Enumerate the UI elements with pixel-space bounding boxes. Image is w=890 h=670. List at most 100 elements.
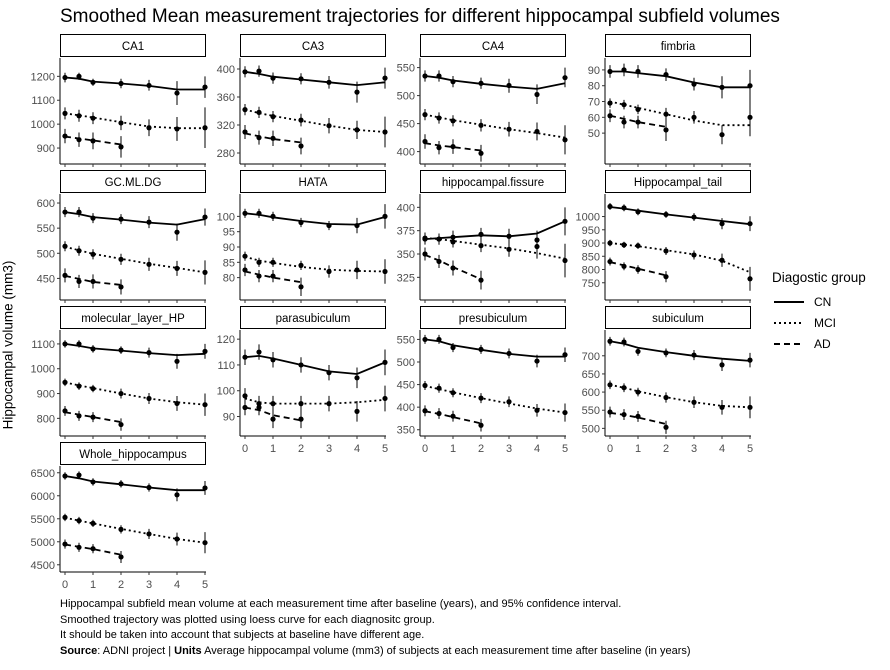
data-point-mci [607, 100, 613, 106]
data-point-cn [270, 357, 276, 363]
data-point-cn [174, 492, 180, 498]
x-tick-label: 1 [270, 443, 276, 455]
data-point-mci [118, 120, 124, 126]
data-point-ad [298, 284, 304, 290]
data-point-mci [174, 265, 180, 271]
data-point-ad [118, 554, 124, 560]
data-point-cn [298, 219, 304, 226]
data-point-cn [621, 67, 627, 73]
data-point-mci [270, 401, 276, 407]
data-point-ad [436, 258, 442, 265]
data-point-ad [256, 273, 262, 279]
y-tick-label: 1000 [576, 212, 600, 224]
data-point-cn [174, 90, 180, 96]
data-point-cn [747, 83, 753, 89]
y-tick-label: 550 [582, 405, 600, 417]
data-point-mci [118, 526, 124, 532]
data-point-mci [242, 107, 248, 113]
x-tick-label: 0 [607, 443, 613, 455]
x-tick-label: 1 [450, 443, 456, 455]
smooth-line-ad [424, 410, 482, 425]
data-point-cn [202, 84, 208, 90]
data-point-ad [118, 421, 124, 428]
smooth-line-ad [64, 275, 122, 286]
data-point-cn [146, 219, 152, 225]
facet-panel-subiculum: subiculum 500 550 600 650 700 0 1 2 3 4 5 [582, 306, 753, 455]
data-point-mci [62, 243, 68, 249]
data-point-cn [635, 209, 641, 215]
data-point-mci [621, 102, 627, 108]
data-point-mci [354, 408, 360, 414]
data-point-cn [635, 68, 641, 75]
y-tick-label: 1100 [31, 339, 55, 351]
smooth-line-cn [64, 76, 205, 91]
data-point-mci [326, 401, 332, 407]
facet-panel-gc-ml-dg: GC.ML.DG 450 500 550 600 [37, 170, 208, 303]
y-tick-label: 6500 [31, 468, 55, 480]
y-tick-label: 325 [397, 272, 415, 284]
x-tick-label: 4 [719, 443, 725, 455]
data-point-cn [436, 73, 442, 79]
y-tick-label: 400 [397, 147, 415, 159]
data-point-ad [270, 135, 276, 141]
facet-panel-hata: HATA 80 85 90 95 100 [217, 170, 388, 303]
facet-strip [60, 442, 206, 465]
legend-item-mci: MCI [772, 312, 866, 333]
source-label: Source [60, 644, 98, 657]
data-point-mci [242, 393, 248, 399]
smooth-line-mci [64, 245, 206, 274]
data-point-ad [90, 546, 96, 552]
y-tick-label: 90 [223, 412, 235, 424]
data-point-mci [146, 395, 152, 402]
data-point-mci [382, 268, 388, 275]
data-point-ad [436, 410, 442, 417]
data-point-mci [478, 122, 484, 128]
data-point-cn [76, 73, 82, 79]
data-point-mci [76, 248, 82, 254]
data-point-cn [719, 84, 725, 90]
y-tick-label: 70 [588, 97, 600, 109]
x-tick-label: 4 [174, 579, 180, 591]
data-point-ad [422, 251, 428, 257]
x-tick-label: 0 [422, 443, 428, 455]
y-tick-label: 280 [217, 148, 235, 160]
data-point-cn [202, 214, 208, 220]
legend-key-solid [774, 300, 804, 303]
y-tick-label: 950 [582, 225, 600, 237]
y-tick-label: 50 [588, 128, 600, 140]
data-point-mci [436, 115, 442, 121]
data-point-mci [76, 518, 82, 524]
y-tick-label: 350 [397, 425, 415, 437]
facet-strip-label: Whole_hippocampus [79, 449, 187, 461]
data-point-cn [146, 484, 152, 491]
data-point-cn [534, 358, 540, 364]
data-point-mci [747, 114, 753, 120]
facet-panel-ca1: CA1 900 1000 1100 1200 [31, 34, 208, 167]
facet-strip [60, 170, 206, 193]
x-tick-label: 2 [663, 443, 669, 455]
data-point-ad [90, 414, 96, 420]
smooth-line-cn [609, 206, 751, 226]
data-point-ad [62, 541, 68, 547]
data-point-cn [562, 218, 568, 224]
data-point-ad [298, 143, 304, 149]
facet-strip-label: HATA [299, 177, 328, 189]
y-tick-label: 95 [223, 227, 235, 239]
data-point-cn [90, 479, 96, 485]
data-point-ad [450, 413, 456, 419]
data-point-ad [270, 273, 276, 279]
data-point-cn [422, 73, 428, 79]
data-point-ad [76, 544, 82, 550]
data-point-mci [256, 109, 262, 115]
data-point-mci [663, 111, 669, 117]
x-tick-label: 3 [326, 443, 332, 455]
smooth-line-cn [609, 340, 751, 362]
facet-panel-molecular-layer-hp: molecular_layer_HP 800 900 1000 1100 [31, 306, 208, 439]
data-point-ad [478, 150, 484, 156]
x-tick-label: 5 [202, 579, 208, 591]
data-point-cn [118, 347, 124, 353]
facet-strip-label: molecular_layer_HP [81, 313, 185, 325]
data-point-cn [90, 79, 96, 85]
data-point-mci [118, 256, 124, 262]
data-point-ad [635, 119, 641, 125]
